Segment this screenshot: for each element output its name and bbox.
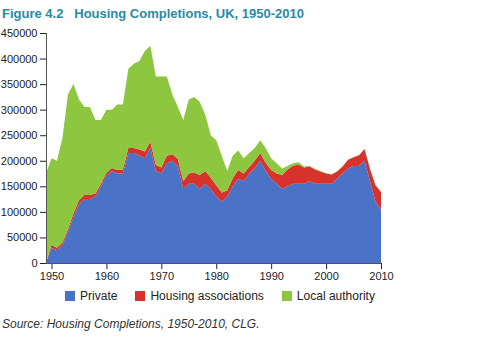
svg-text:200000: 200000 xyxy=(1,155,38,167)
svg-text:50000: 50000 xyxy=(7,231,38,243)
svg-text:1980: 1980 xyxy=(205,270,229,282)
svg-text:2000: 2000 xyxy=(314,270,338,282)
html-text:Local authority: Local authority xyxy=(296,289,375,303)
svg-text:450000: 450000 xyxy=(1,27,38,39)
svg-text:1990: 1990 xyxy=(259,270,283,282)
html-text:Source: Housing Completions, 1: Source: Housing Completions, 1950-2010, … xyxy=(2,317,260,331)
html-text:Housing associations: Housing associations xyxy=(150,289,264,303)
svg-text:150000: 150000 xyxy=(1,180,38,192)
html-text:Figure 4.2 Housing Completions: Figure 4.2 Housing Completions, UK, 1950… xyxy=(2,6,304,21)
svg-text:1960: 1960 xyxy=(95,270,119,282)
svg-text:2010: 2010 xyxy=(369,270,393,282)
svg-text:400000: 400000 xyxy=(1,53,38,65)
svg-text:1950: 1950 xyxy=(40,270,64,282)
svg-text:100000: 100000 xyxy=(1,206,38,218)
svg-text:300000: 300000 xyxy=(1,104,38,116)
svg-text:350000: 350000 xyxy=(1,78,38,90)
html-text:Private: Private xyxy=(80,289,118,303)
svg-text:250000: 250000 xyxy=(1,129,38,141)
svg-text:1970: 1970 xyxy=(150,270,174,282)
svg-text:0: 0 xyxy=(31,257,37,269)
